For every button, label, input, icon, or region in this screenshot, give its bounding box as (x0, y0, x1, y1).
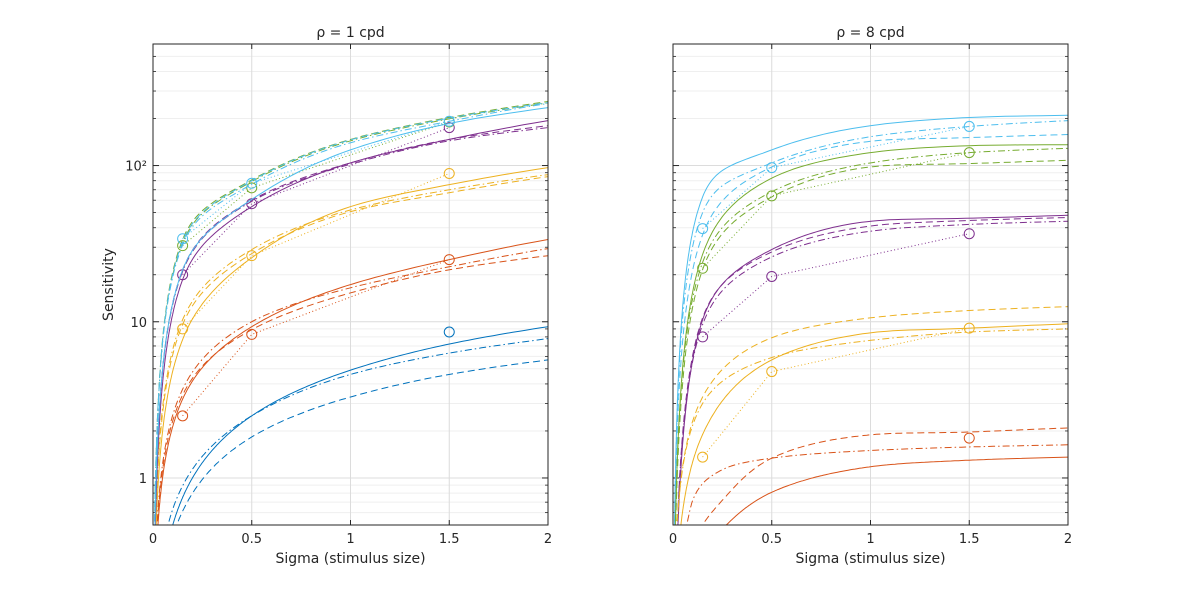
marker-connector-line (182, 173, 450, 330)
curve-dashed (156, 255, 548, 525)
data-point-marker (697, 223, 709, 235)
x-tick-label: 1 (346, 532, 354, 547)
axes-panel-1: 0 0.5 1 1.5 2 1 10 10² ρ = 1 cpd Sigma (stimulus … (101, 25, 552, 567)
curve-dashed (154, 102, 548, 525)
x-tick-label: 0.5 (761, 532, 782, 547)
data-point-marker (177, 410, 189, 422)
data-point-marker (443, 254, 455, 266)
curve-solid (172, 326, 548, 525)
marker-connector-line (182, 259, 450, 417)
series-group (674, 114, 1068, 525)
curve-solid (154, 107, 548, 525)
data-point-marker (963, 147, 975, 159)
series-group (154, 101, 548, 525)
data-point-marker (766, 190, 778, 202)
marker-connector-line (702, 125, 970, 229)
data-point-marker (697, 262, 709, 274)
y-axis-label: Sensitivity (101, 248, 117, 321)
x-tick-label: 1.5 (959, 532, 980, 547)
curve-dashed (676, 306, 1068, 525)
curve-dashdot (676, 328, 1068, 525)
curve-solid (680, 323, 1068, 525)
data-point-marker (766, 366, 778, 378)
marker-connector-line (702, 327, 970, 458)
data-point-marker (443, 115, 455, 127)
data-point-marker (246, 177, 258, 189)
curve-solid (154, 120, 548, 525)
data-point-marker (177, 233, 189, 245)
curve-dashed (702, 427, 1068, 525)
y-tick-label: 10² (125, 160, 147, 175)
data-point-marker (443, 122, 455, 134)
axes-box (152, 43, 549, 526)
data-point-marker (963, 432, 975, 444)
data-point-marker (246, 198, 258, 210)
curve-dashdot (167, 338, 548, 525)
axes-panel-2: 0 0.5 1 1.5 2 ρ = 8 cpd Sigma (stimulus size) (669, 25, 1072, 567)
curve-dashdot (154, 102, 548, 525)
curve-dashdot (156, 248, 548, 525)
curve-dashdot (674, 120, 1068, 525)
curve-dashed (676, 217, 1068, 525)
curve-dashdot (676, 220, 1068, 525)
curve-dashed (154, 101, 548, 525)
data-point-marker (246, 328, 258, 340)
y-tick-label: 1 (139, 472, 147, 487)
data-point-marker (963, 120, 975, 132)
data-point-marker (246, 182, 258, 194)
curve-dashdot (154, 127, 548, 525)
curve-solid (725, 456, 1068, 525)
x-tick-label: 2 (1064, 532, 1072, 547)
curve-dashdot (686, 444, 1068, 525)
marker-connector-line (182, 120, 450, 240)
data-point-marker (766, 270, 778, 282)
curve-dashdot (154, 174, 548, 525)
x-tick-label: 2 (544, 532, 552, 547)
x-tick-label: 0 (149, 532, 157, 547)
curve-dashed (675, 159, 1068, 525)
curve-dashed (176, 359, 548, 525)
data-point-marker (177, 323, 189, 335)
curve-dashed (155, 176, 548, 525)
marker-connector-line (702, 233, 970, 338)
data-point-marker (963, 322, 975, 334)
y-tick-label: 10 (130, 316, 147, 331)
x-tick-label: 1 (866, 532, 874, 547)
curve-dashed (154, 125, 548, 525)
x-tick-label: 0.5 (241, 532, 262, 547)
data-point-marker (443, 326, 455, 338)
data-point-marker (246, 250, 258, 262)
data-point-marker (177, 240, 189, 252)
data-point-marker (766, 162, 778, 174)
curve-solid (155, 167, 548, 525)
curve-dashdot (674, 147, 1068, 525)
data-point-marker (963, 228, 975, 240)
data-point-marker (697, 451, 709, 463)
curve-dashed (674, 134, 1068, 525)
x-axis-label: Sigma (stimulus size) (795, 551, 945, 567)
x-axis-label: Sigma (stimulus size) (275, 551, 425, 567)
data-point-marker (697, 331, 709, 343)
axes-box (672, 43, 1069, 526)
x-tick-label: 1.5 (439, 532, 460, 547)
chart-title: ρ = 1 cpd (316, 25, 384, 41)
marker-connector-line (702, 152, 970, 269)
chart-title: ρ = 8 cpd (836, 25, 904, 41)
x-tick-label: 0 (669, 532, 677, 547)
curve-solid (157, 239, 548, 525)
data-point-marker (443, 167, 455, 179)
